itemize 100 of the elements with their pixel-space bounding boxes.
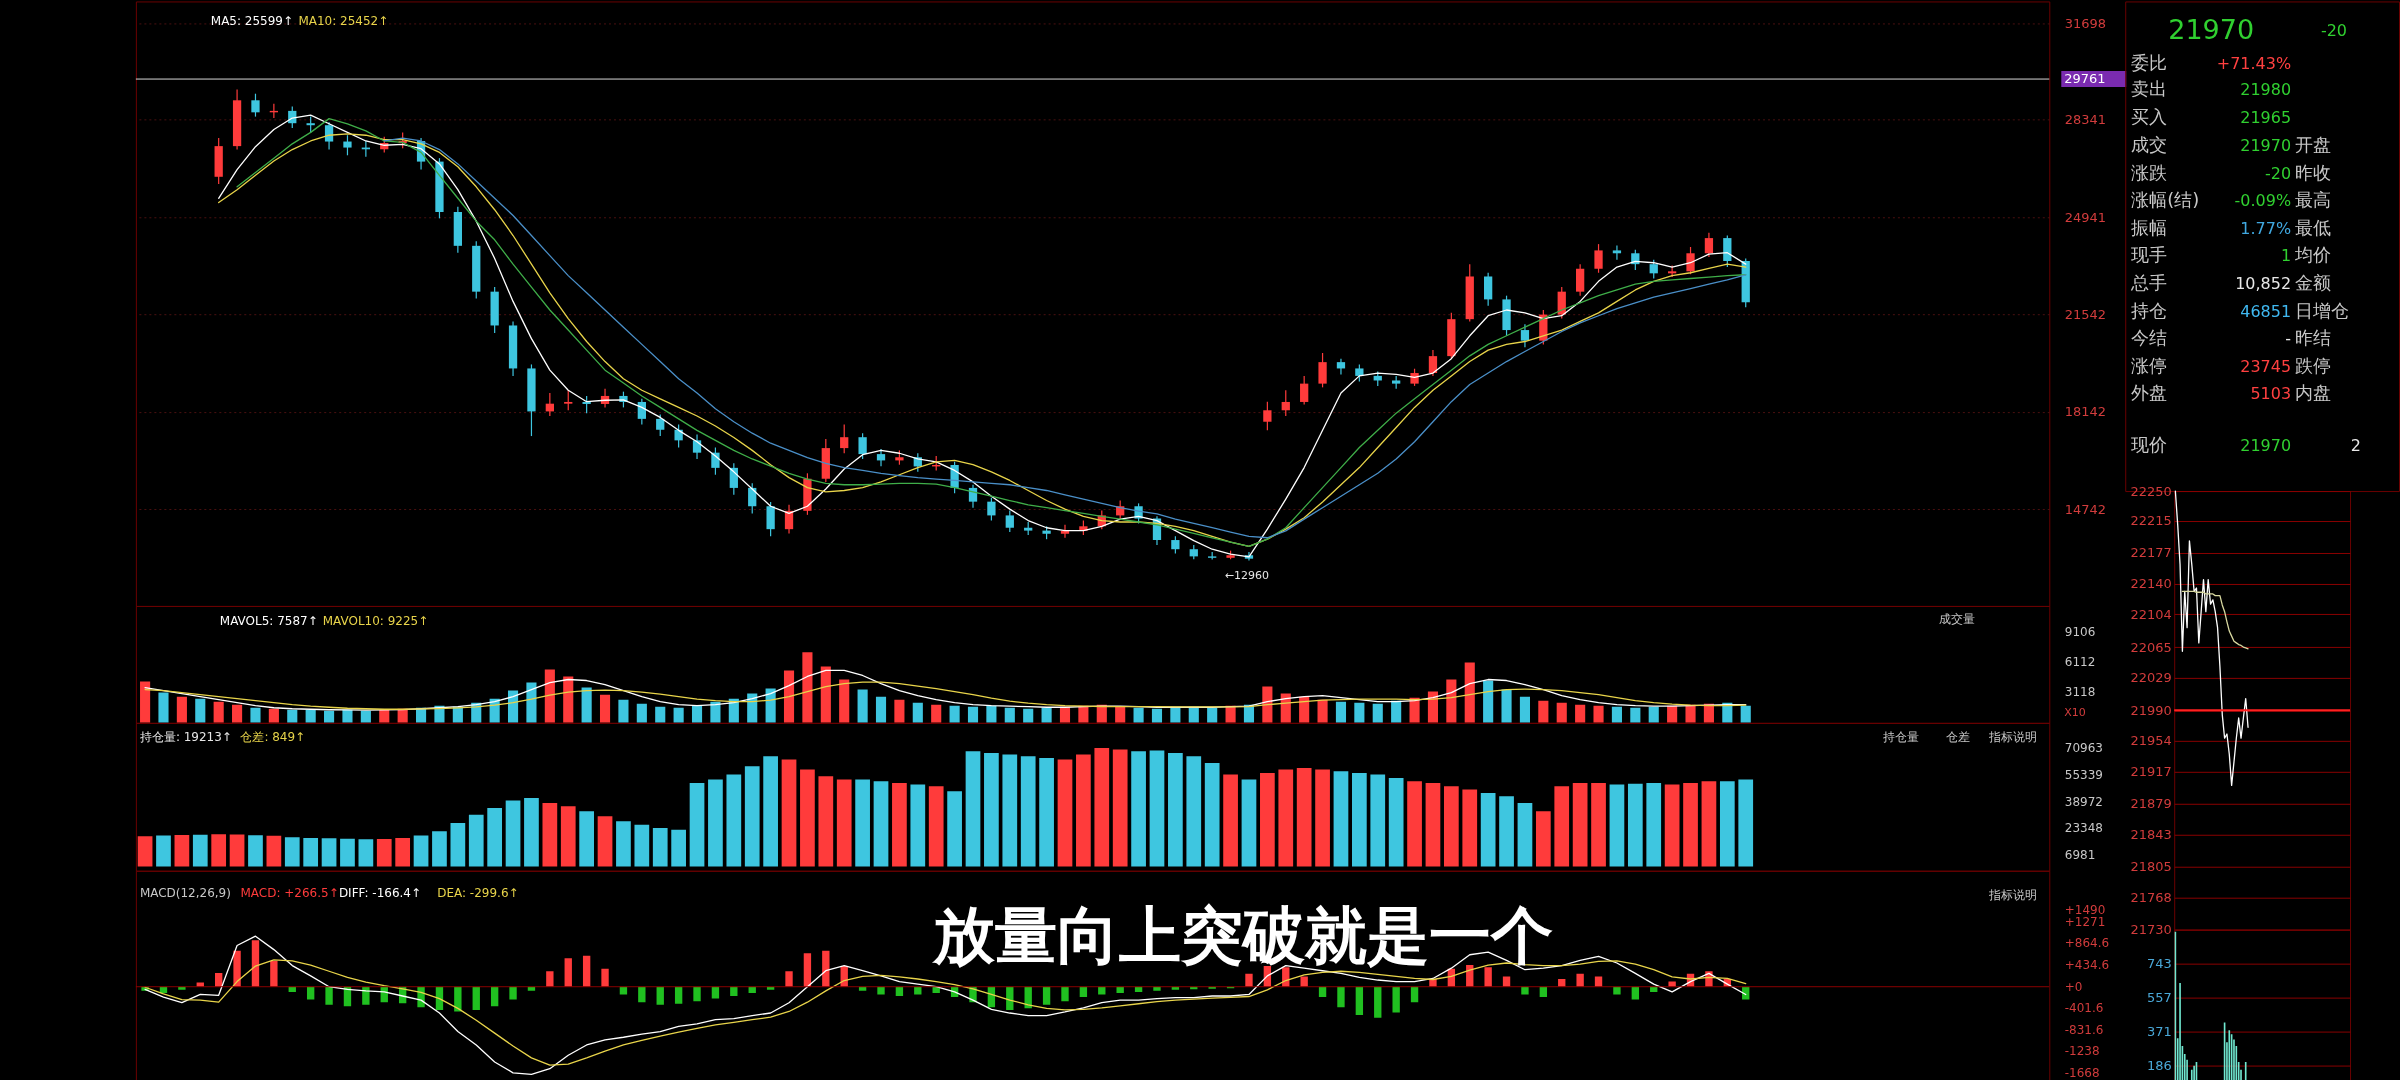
candlestick (858, 432, 867, 460)
y-tick-label: 21730 (2130, 922, 2172, 938)
bar (1374, 986, 1382, 1018)
bar (325, 986, 333, 1005)
bar (1392, 986, 1400, 1013)
bar (1388, 777, 1404, 867)
bar (176, 696, 187, 723)
bar (266, 835, 282, 867)
bar (1613, 986, 1621, 995)
text: 昨结 (2295, 327, 2332, 349)
bar (1186, 756, 1202, 867)
text: MA5: 25599↑ (210, 14, 294, 29)
bar (1352, 772, 1367, 867)
bar (450, 822, 466, 867)
y-tick-label: 557 (2146, 990, 2172, 1006)
candlestick (840, 424, 849, 454)
y-tick-label: 6981 (2064, 848, 2096, 863)
bar (1170, 707, 1181, 723)
candlestick (324, 121, 334, 151)
bar (1501, 689, 1512, 723)
annotation: 指标说明 (1988, 887, 2038, 902)
bar (1296, 767, 1312, 867)
line-series (2174, 490, 2249, 787)
bar (748, 986, 756, 993)
bar (1208, 986, 1216, 989)
bar (1630, 707, 1641, 723)
bar (855, 779, 870, 867)
text: 买入 (2131, 106, 2168, 128)
bar (601, 968, 609, 987)
text: DEA: -299.6↑ (437, 885, 519, 900)
text: 1 (2280, 246, 2292, 266)
bar (1079, 986, 1088, 998)
bar (1701, 781, 1717, 867)
text: 最高 (2295, 189, 2332, 211)
bar (1484, 967, 1492, 987)
bar (1168, 752, 1183, 867)
bar (1535, 811, 1551, 867)
bar (652, 828, 668, 867)
text: 最低 (2295, 217, 2332, 239)
bar (1664, 784, 1680, 867)
bar (1410, 986, 1419, 1003)
candlestick (1281, 389, 1290, 417)
bar (1094, 747, 1110, 867)
bar (800, 769, 815, 867)
bar (1738, 779, 1754, 867)
bar (1521, 986, 1529, 995)
bar (1464, 662, 1475, 723)
text: -0.09% (2234, 191, 2292, 211)
bar (232, 704, 243, 723)
y-tick-label: 21917 (2130, 764, 2172, 780)
y-tick-label: -1668 (2064, 1066, 2100, 1080)
bar (158, 692, 169, 723)
bar (305, 709, 316, 723)
bar (894, 699, 905, 723)
candlestick (656, 413, 665, 437)
bar (156, 835, 171, 867)
bar (836, 779, 852, 867)
text: 开盘 (2295, 134, 2332, 156)
text: 昨收 (2295, 162, 2332, 184)
y-tick-label: 31698 (2064, 16, 2107, 32)
y-tick-label: 22215 (2130, 513, 2172, 529)
bar (744, 766, 760, 867)
candlestick (1594, 243, 1603, 274)
y-tick-label: 22250 (2130, 483, 2172, 499)
bar (454, 986, 462, 1012)
bar (1153, 986, 1161, 991)
bar (1480, 792, 1496, 867)
bar (634, 824, 650, 867)
candlestick (1336, 358, 1346, 376)
bar (1245, 973, 1253, 987)
bar (1719, 781, 1735, 867)
bar (1425, 782, 1441, 867)
bar (1609, 784, 1625, 867)
text: DIFF: -166.4↑ (338, 885, 422, 900)
bar (581, 687, 592, 723)
bar (689, 782, 705, 867)
text: 内盘 (2295, 382, 2332, 404)
bar (877, 986, 885, 995)
bar (1041, 707, 1052, 723)
bar (1207, 707, 1218, 723)
bar (1462, 789, 1478, 867)
bar (910, 784, 926, 867)
bar (1407, 781, 1422, 867)
bar (785, 971, 793, 987)
text: 涨幅(结) (2131, 189, 2200, 211)
bar (1554, 786, 1570, 867)
y-tick-label: 21954 (2130, 733, 2172, 749)
bar (472, 986, 480, 1010)
bar (1594, 976, 1603, 987)
y-tick-label: 371 (2146, 1024, 2172, 1040)
text: 23745 (2240, 357, 2292, 377)
bar (1278, 769, 1294, 867)
text: 1.77% (2240, 219, 2292, 239)
candlestick (987, 497, 996, 522)
bar (509, 986, 517, 1000)
bar (251, 940, 260, 987)
bar (268, 708, 279, 723)
bar (858, 986, 867, 991)
bar (947, 791, 962, 867)
bar (781, 759, 797, 867)
